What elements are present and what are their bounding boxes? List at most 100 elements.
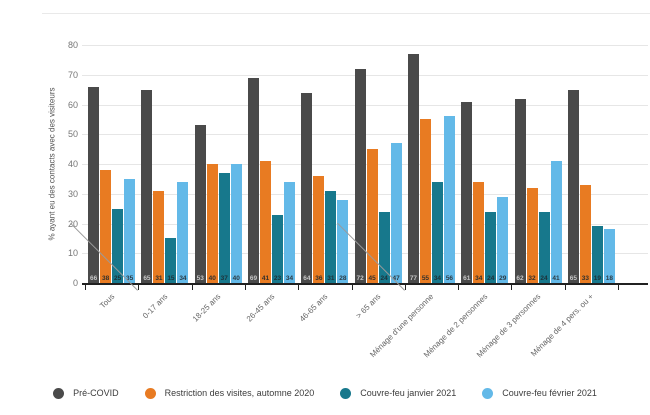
bar-1-1[interactable]: 31 [153,190,165,283]
bar-value-label: 61 [463,274,471,282]
y-tick-label: 20 [67,218,78,229]
bar-1-5[interactable]: 45 [366,149,378,283]
bar-1-9[interactable]: 33 [579,184,591,283]
bar-3-1[interactable]: 34 [177,181,189,283]
y-tick-label: 30 [67,188,78,199]
legend-label: Pré-COVID [73,388,119,398]
bar-2-1[interactable]: 15 [165,238,177,283]
bar-1-4[interactable]: 36 [313,175,325,283]
bar-1-6[interactable]: 55 [419,119,431,283]
legend-item-1[interactable]: Restriction des visites, automne 2020 [144,388,315,399]
bar-2-0[interactable]: 25 [112,208,124,283]
bar-0-1[interactable]: 65 [141,89,153,283]
bar-value-label: 29 [499,274,507,282]
bar-2-7[interactable]: 24 [485,211,497,283]
bar-0-9[interactable]: 65 [567,89,579,283]
y-tick-label: 40 [67,159,78,169]
bar-3-0[interactable]: 35 [124,178,136,283]
bar-value-label: 40 [232,275,240,282]
bar-value-label: 34 [433,274,442,282]
legend-label: Restriction des visites, automne 2020 [164,388,315,398]
bar-value-label: 41 [261,274,270,282]
bar-3-3[interactable]: 34 [284,181,296,283]
bar-value-label: 62 [516,274,524,282]
x-axis-tick [511,283,513,290]
bar-1-3[interactable]: 41 [260,161,272,283]
bar-3-4[interactable]: 28 [337,199,349,283]
bar-value-label: 47 [392,274,400,282]
bar-2-8[interactable]: 24 [538,211,550,283]
legend-swatch-icon [340,388,352,399]
x-category-label-9: Ménage de 4 pers. ou + [529,292,596,359]
bar-value-label: 33 [581,274,589,282]
bar-value-label: 56 [445,274,454,282]
bar-value-label: 34 [475,274,483,282]
x-category-label-3: 26-45 ans [244,292,276,324]
bar-2-6[interactable]: 34 [431,181,443,283]
bar-value-label: 23 [273,274,282,282]
bar-3-6[interactable]: 56 [443,116,455,283]
x-category-label-8: Ménage de 3 personnes [475,292,543,360]
bar-value-label: 34 [285,274,294,282]
bar-2-9[interactable]: 19 [591,226,603,283]
legend-swatch-icon [144,388,156,399]
bar-2-4[interactable]: 31 [325,190,337,283]
bar-value-label: 38 [102,274,110,282]
legend-swatch-icon [482,388,494,399]
legend: Pré-COVID Restriction des visites, automn… [0,388,650,399]
bar-3-8[interactable]: 41 [550,161,562,283]
bar-2-5[interactable]: 24 [378,211,390,283]
bar-0-7[interactable]: 61 [461,101,473,283]
gridline [82,45,648,46]
bar-value-label: 45 [368,275,376,282]
bar-0-3[interactable]: 69 [248,77,260,283]
bar-value-label: 72 [356,274,364,282]
bar-0-2[interactable]: 53 [194,125,206,283]
x-category-label-0: Tous [97,292,117,311]
bar-1-0[interactable]: 38 [100,169,112,283]
bar-3-9[interactable]: 18 [603,229,615,283]
bar-3-7[interactable]: 29 [497,196,509,283]
bar-3-2[interactable]: 40 [230,164,242,283]
bar-value-label: 24 [487,274,495,282]
x-axis-tick [85,283,86,290]
x-category-label-1: 0-17 ans [140,292,170,321]
y-tick-label: 60 [67,99,78,110]
bar-value-label: 37 [220,274,228,282]
bar-0-6[interactable]: 77 [407,53,419,283]
bar-0-4[interactable]: 64 [301,92,313,283]
y-tick-label: 10 [67,248,78,259]
legend-item-3[interactable]: Couvre-feu février 2021 [482,388,597,399]
bar-value-label: 15 [167,275,175,282]
x-axis-tick [404,283,406,290]
bar-0-0[interactable]: 66 [88,86,100,283]
bar-2-3[interactable]: 23 [272,214,284,283]
bar-0-8[interactable]: 62 [514,98,526,283]
bar-value-label: 36 [315,274,323,282]
bar-1-7[interactable]: 34 [473,181,485,283]
page-top-divider [42,13,650,14]
bar-value-label: 28 [339,274,347,282]
legend-item-2[interactable]: Couvre-feu janvier 2021 [340,388,456,399]
x-axis-tick [138,283,140,290]
x-category-label-4: 46-65 ans [297,292,330,324]
bar-value-label: 31 [327,274,335,282]
x-axis-tick [244,283,246,290]
bar-value-label: 77 [409,274,418,282]
bar-value-label: 41 [552,274,560,282]
bar-value-label: 19 [593,274,601,282]
x-axis-line [82,283,648,285]
y-tick-label: 0 [72,278,78,288]
bar-2-2[interactable]: 37 [218,172,230,283]
bar-1-8[interactable]: 32 [526,187,538,283]
bar-value-label: 24 [540,274,548,282]
bar-value-label: 35 [126,275,134,282]
bar-3-5[interactable]: 47 [390,143,402,283]
bar-1-2[interactable]: 40 [206,164,218,283]
bar-value-label: 53 [196,274,204,282]
x-axis-tick [618,283,619,290]
bar-value-label: 40 [208,275,216,282]
bar-0-5[interactable]: 72 [354,68,366,283]
legend-item-0[interactable]: Pré-COVID [53,388,119,399]
